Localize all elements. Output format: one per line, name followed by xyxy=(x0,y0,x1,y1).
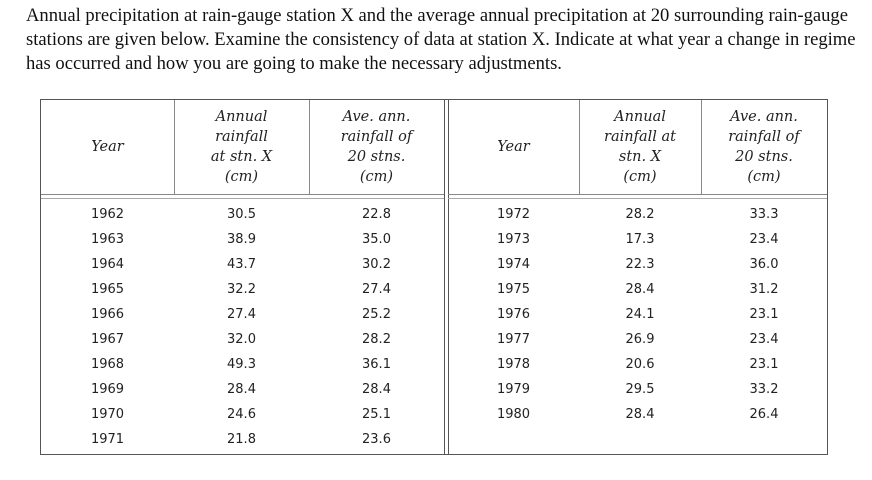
cell-rainfall-stn-x: 22.3 xyxy=(625,257,655,272)
header-year: Year xyxy=(91,139,124,155)
cell-rainfall-stn-x: 32.2 xyxy=(227,282,256,297)
rainfall-table: Year Annual rainfall at stn. X (cm) Ave. a… xyxy=(40,99,828,455)
cell-avg-rainfall: 25.2 xyxy=(362,307,391,322)
column-separator xyxy=(579,100,580,194)
table-row: 1978 20.6 23.1 xyxy=(448,352,827,377)
table-right-half: Year Annual rainfall at stn. X (cm) Ave. a… xyxy=(448,100,827,454)
cell-year: 1979 xyxy=(496,382,531,397)
header-rule xyxy=(41,194,444,195)
header-rainfall-stn-x: Annual rainfall at stn. X (cm) xyxy=(604,109,676,185)
table-row: 1980 28.4 26.4 xyxy=(448,402,827,427)
column-separator xyxy=(701,100,702,194)
cell-rainfall-stn-x: 26.9 xyxy=(625,332,655,347)
cell-year: 1963 xyxy=(90,232,125,247)
cell-rainfall-stn-x: 28.2 xyxy=(625,207,655,222)
table-row: 1979 29.5 33.2 xyxy=(448,377,827,402)
cell-rainfall-stn-x: 32.0 xyxy=(227,332,256,347)
cell-avg-rainfall: 25.1 xyxy=(362,407,391,422)
cell-avg-rainfall: 28.4 xyxy=(362,382,391,397)
cell-year: 1980 xyxy=(496,407,531,422)
cell-year: 1967 xyxy=(90,332,125,347)
table-row: 1973 17.3 23.4 xyxy=(448,227,827,252)
cell-avg-rainfall: 33.2 xyxy=(749,382,779,397)
cell-year: 1962 xyxy=(90,207,125,222)
cell-year: 1965 xyxy=(90,282,125,297)
cell-rainfall-stn-x: 24.6 xyxy=(227,407,256,422)
table-row: 1975 28.4 31.2 xyxy=(448,277,827,302)
table-row: 1964 43.7 30.2 xyxy=(41,252,444,277)
cell-year: 1966 xyxy=(90,307,125,322)
cell-rainfall-stn-x: 20.6 xyxy=(625,357,655,372)
cell-rainfall-stn-x: 24.1 xyxy=(625,307,655,322)
cell-avg-rainfall: 27.4 xyxy=(362,282,391,297)
cell-rainfall-stn-x: 28.4 xyxy=(227,382,256,397)
cell-year: 1969 xyxy=(90,382,125,397)
header-rule xyxy=(448,194,827,195)
cell-rainfall-stn-x: 17.3 xyxy=(625,232,655,247)
cell-avg-rainfall: 36.1 xyxy=(362,357,391,372)
question-text: Annual precipitation at rain-gauge stati… xyxy=(26,5,856,74)
header-rule xyxy=(41,198,444,199)
header-year: Year xyxy=(497,139,530,155)
table-row: 1970 24.6 25.1 xyxy=(41,402,444,427)
table-row: 1968 49.3 36.1 xyxy=(41,352,444,377)
cell-rainfall-stn-x: 43.7 xyxy=(227,257,256,272)
table-row: 1965 32.2 27.4 xyxy=(41,277,444,302)
cell-avg-rainfall: 23.1 xyxy=(749,357,779,372)
column-separator xyxy=(309,100,310,194)
header-avg-rainfall-20-stns: Ave. ann. rainfall of 20 stns. (cm) xyxy=(728,109,800,185)
header-rainfall-stn-x: Annual rainfall at stn. X (cm) xyxy=(210,109,273,185)
cell-avg-rainfall: 23.4 xyxy=(749,232,779,247)
cell-avg-rainfall: 30.2 xyxy=(362,257,391,272)
cell-year: 1974 xyxy=(496,257,531,272)
cell-year: 1977 xyxy=(496,332,531,347)
table-row: 1967 32.0 28.2 xyxy=(41,327,444,352)
table-row: 1966 27.4 25.2 xyxy=(41,302,444,327)
table-divider xyxy=(444,100,445,454)
cell-year: 1971 xyxy=(90,432,125,447)
table-row: 1963 38.9 35.0 xyxy=(41,227,444,252)
cell-year: 1970 xyxy=(90,407,125,422)
cell-rainfall-stn-x: 38.9 xyxy=(227,232,256,247)
cell-rainfall-stn-x: 29.5 xyxy=(625,382,655,397)
table-row: 1969 28.4 28.4 xyxy=(41,377,444,402)
cell-rainfall-stn-x: 28.4 xyxy=(625,282,655,297)
cell-year: 1973 xyxy=(496,232,531,247)
table-row: 1972 28.2 33.3 xyxy=(448,202,827,227)
cell-rainfall-stn-x: 27.4 xyxy=(227,307,256,322)
table-left-half: Year Annual rainfall at stn. X (cm) Ave. a… xyxy=(41,100,444,454)
cell-avg-rainfall: 28.2 xyxy=(362,332,391,347)
table-row: 1974 22.3 36.0 xyxy=(448,252,827,277)
header-rule xyxy=(448,198,827,199)
cell-year: 1968 xyxy=(90,357,125,372)
table-row: 1971 21.8 23.6 xyxy=(41,427,444,452)
table-row: 1962 30.5 22.8 xyxy=(41,202,444,227)
cell-year: 1975 xyxy=(496,282,531,297)
table-row: 1977 26.9 23.4 xyxy=(448,327,827,352)
cell-rainfall-stn-x: 30.5 xyxy=(227,207,256,222)
cell-avg-rainfall: 23.1 xyxy=(749,307,779,322)
cell-year: 1972 xyxy=(496,207,531,222)
cell-avg-rainfall: 23.6 xyxy=(362,432,391,447)
cell-year: 1976 xyxy=(496,307,531,322)
cell-avg-rainfall: 31.2 xyxy=(749,282,779,297)
cell-avg-rainfall: 23.4 xyxy=(749,332,779,347)
cell-rainfall-stn-x: 28.4 xyxy=(625,407,655,422)
cell-rainfall-stn-x: 49.3 xyxy=(227,357,256,372)
cell-rainfall-stn-x: 21.8 xyxy=(227,432,256,447)
column-separator xyxy=(174,100,175,194)
cell-avg-rainfall: 22.8 xyxy=(362,207,391,222)
table-row: 1976 24.1 23.1 xyxy=(448,302,827,327)
table-divider xyxy=(448,100,449,454)
cell-avg-rainfall: 26.4 xyxy=(749,407,779,422)
cell-year: 1978 xyxy=(496,357,531,372)
header-avg-rainfall-20-stns: Ave. ann. rainfall of 20 stns. (cm) xyxy=(340,109,413,185)
cell-avg-rainfall: 33.3 xyxy=(749,207,779,222)
cell-avg-rainfall: 36.0 xyxy=(749,257,779,272)
cell-year: 1964 xyxy=(90,257,125,272)
cell-avg-rainfall: 35.0 xyxy=(362,232,391,247)
